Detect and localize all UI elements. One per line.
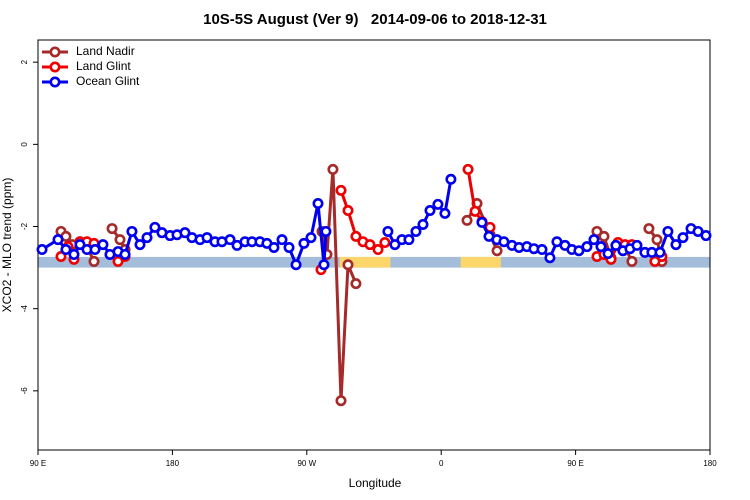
data-point	[677, 232, 689, 244]
data-point	[581, 241, 593, 253]
data-point	[89, 244, 101, 256]
legend-label: Land Nadir	[76, 44, 135, 58]
land-band	[460, 256, 501, 268]
y-tick-label: -2	[20, 222, 29, 230]
legend-marker	[49, 61, 61, 73]
data-point	[410, 225, 422, 237]
data-point	[97, 239, 109, 251]
data-point	[700, 230, 712, 242]
data-point	[224, 234, 236, 246]
data-point	[114, 234, 126, 246]
data-point	[312, 198, 324, 210]
data-point	[134, 239, 146, 251]
data-point	[74, 239, 86, 251]
data-point	[327, 163, 339, 175]
data-point	[318, 259, 330, 271]
data-point	[112, 255, 124, 267]
data-point	[88, 255, 100, 267]
data-point	[649, 255, 661, 267]
data-point	[283, 241, 295, 253]
chart-title: 10S-5S August (Ver 9) 2014-09-06 to 2018…	[203, 11, 547, 28]
data-point	[439, 207, 451, 219]
x-tick-label: 90 E	[30, 459, 46, 468]
data-point	[342, 259, 354, 271]
data-point	[364, 239, 376, 251]
data-point	[372, 244, 384, 256]
data-point	[462, 163, 474, 175]
data-point	[626, 255, 638, 267]
data-point	[342, 204, 354, 216]
data-point	[201, 232, 213, 244]
legend-label: Land Glint	[76, 59, 131, 73]
data-point	[631, 239, 643, 251]
plot-frame	[37, 39, 711, 451]
y-tick-label: -4	[20, 305, 29, 313]
data-point	[424, 204, 436, 216]
x-tick-label: 180	[166, 459, 180, 468]
data-point	[268, 241, 280, 253]
data-point	[445, 173, 457, 185]
data-point	[55, 251, 67, 263]
data-point	[476, 216, 488, 228]
data-point	[544, 252, 556, 264]
legend-marker	[49, 46, 61, 58]
data-point	[68, 248, 80, 260]
data-point	[654, 246, 666, 258]
x-tick-label: 90 W	[297, 459, 316, 468]
x-tick-label: 180	[703, 459, 717, 468]
data-point	[491, 245, 503, 257]
x-tick-label: 0	[439, 459, 444, 468]
y-tick-label: 2	[20, 59, 29, 64]
data-point	[320, 225, 332, 237]
data-point	[179, 227, 191, 239]
data-point	[595, 241, 607, 253]
series-line	[59, 167, 664, 403]
data-point	[305, 232, 317, 244]
data-point	[602, 248, 614, 260]
data-point	[298, 237, 310, 249]
x-axis-label: Longitude	[349, 476, 402, 490]
data-point	[60, 244, 72, 256]
data-point	[643, 223, 655, 235]
data-point	[536, 244, 548, 256]
data-point	[36, 244, 48, 256]
data-point	[350, 278, 362, 290]
legend-marker	[49, 76, 61, 88]
data-point	[382, 225, 394, 237]
data-point	[276, 234, 288, 246]
data-point	[588, 234, 600, 246]
data-point	[432, 198, 444, 210]
data-point	[389, 239, 401, 251]
data-point	[598, 230, 610, 242]
data-point	[149, 221, 161, 233]
data-point	[335, 395, 347, 407]
data-point	[126, 225, 138, 237]
data-point	[290, 259, 302, 271]
data-point	[119, 248, 131, 260]
data-point	[461, 214, 473, 226]
y-tick-label: -6	[20, 387, 29, 395]
data-point	[417, 218, 429, 230]
data-point	[670, 239, 682, 251]
data-point	[610, 239, 622, 251]
data-point	[106, 223, 118, 235]
land-band	[339, 256, 391, 268]
y-tick-label: 0	[20, 142, 29, 147]
x-tick-label: 90 E	[567, 459, 583, 468]
data-point	[141, 232, 153, 244]
data-point	[379, 237, 391, 249]
data-point	[662, 225, 674, 237]
data-point	[692, 225, 704, 237]
data-point	[651, 234, 663, 246]
data-point	[403, 234, 415, 246]
data-point	[469, 205, 481, 217]
data-point	[335, 184, 347, 196]
data-point	[52, 234, 64, 246]
legend-label: Ocean Glint	[76, 74, 140, 88]
data-point	[350, 230, 362, 242]
y-axis-label: XCO2 - MLO trend (ppm)	[0, 178, 14, 313]
data-point	[573, 245, 585, 257]
